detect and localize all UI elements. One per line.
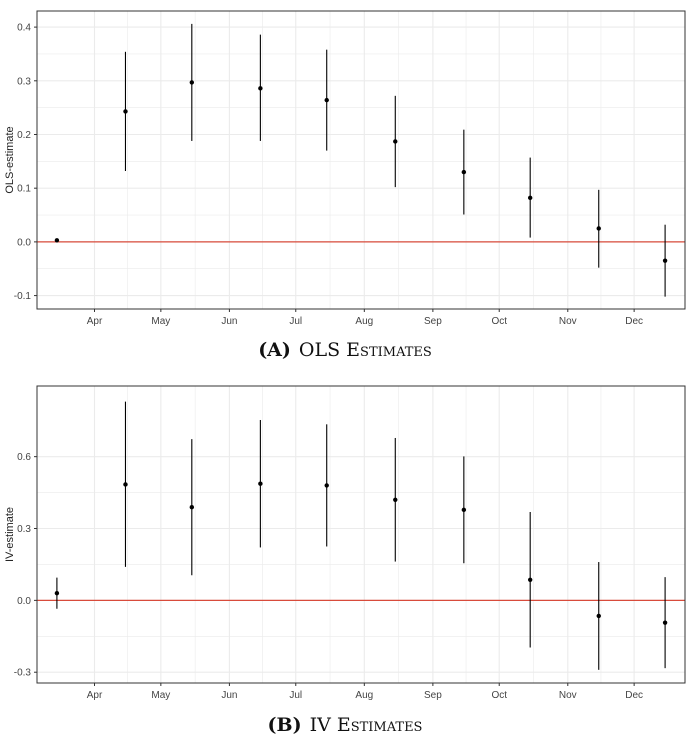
iv-y-tick-label: 0.3 (17, 524, 31, 535)
ols-point (324, 97, 329, 103)
ols-caption: (A) OLS Estimates (0, 339, 690, 361)
iv-y-tick-label: 0.0 (17, 596, 31, 607)
ols-point (461, 169, 467, 175)
iv-x-tick-label: Apr (87, 690, 103, 701)
iv-point (54, 590, 60, 596)
iv-x-tick-label: Dec (625, 690, 643, 701)
ols-x-tick-label: Oct (491, 316, 507, 327)
ols-y-tick-label: 0.2 (17, 130, 31, 141)
iv-point (258, 481, 263, 486)
ols-y-tick-label: 0.1 (17, 184, 31, 195)
ols-y-tick-label: 0.4 (17, 23, 31, 34)
iv-panel: -0.3 0.0 0.3 0.6 Apr May Jun Jul Aug Sep Oct Nov Dec… (0, 372, 690, 743)
iv-caption-text: IV Estimates (309, 714, 423, 736)
iv-chart: -0.3 0.0 0.3 0.6 Apr May Jun Jul Aug Sep Oct Nov Dec… (4, 385, 686, 701)
ols-point (123, 109, 128, 114)
ols-point (393, 139, 398, 144)
ols-point (662, 258, 668, 263)
iv-y-tick-label: -0.3 (14, 668, 32, 679)
iv-x-tick-label: Oct (491, 690, 507, 701)
iv-panel-border (36, 385, 686, 684)
iv-x-tick-label: Jun (221, 690, 237, 701)
ols-y-axis-title: OLS-estimate (4, 126, 16, 193)
iv-y-tick-label: 0.6 (17, 452, 31, 463)
ols-y-tick-label: 0.3 (17, 76, 31, 87)
ols-x-tick-label: Jul (289, 316, 302, 327)
ols-point (596, 226, 601, 231)
iv-x-tick-label: Jul (289, 690, 302, 701)
iv-x-tick-label: Aug (355, 690, 373, 701)
ols-point (54, 238, 60, 243)
iv-point (596, 613, 601, 619)
iv-point (527, 577, 533, 582)
ols-x-tick-label: Aug (355, 316, 373, 327)
ols-point (527, 195, 533, 201)
iv-point (189, 504, 195, 510)
iv-x-tick-label: Nov (559, 690, 577, 701)
ols-chart: -0.1 0.0 0.1 0.2 0.3 0.4 Apr May Jun Jul Aug Sep Oct… (4, 10, 686, 327)
ols-x-tick-label: Nov (559, 316, 577, 327)
iv-point (393, 497, 398, 502)
ols-x-tick-label: Dec (625, 316, 643, 327)
ols-y-tick-label: -0.1 (14, 291, 32, 302)
iv-grid (37, 386, 685, 683)
ols-y-tick-label: 0.0 (17, 237, 31, 248)
ols-point (189, 80, 195, 85)
ols-point (258, 86, 263, 91)
ols-x-tick-label: May (151, 316, 170, 327)
iv-caption-letter: (B) (267, 714, 302, 736)
ols-panel: -0.1 0.0 0.1 0.2 0.3 0.4 Apr May Jun Jul Aug Sep Oct… (0, 10, 690, 361)
iv-point (324, 483, 329, 488)
iv-point (123, 482, 128, 487)
iv-point (662, 620, 668, 625)
ols-caption-letter: (A) (258, 339, 291, 361)
ols-caption-text: OLS Estimates (298, 339, 432, 361)
iv-caption: (B) IV Estimates (0, 714, 690, 736)
ols-marks (54, 23, 668, 297)
ols-x-tick-label: Sep (424, 316, 442, 327)
ols-x-tick-label: Jun (221, 316, 237, 327)
iv-x-tick-label: Sep (424, 690, 442, 701)
ols-panel-border (36, 10, 686, 310)
iv-point (461, 507, 467, 513)
iv-marks (54, 401, 668, 670)
ols-x-tick-label: Apr (87, 316, 103, 327)
iv-x-tick-label: May (151, 690, 170, 701)
ols-grid (37, 11, 685, 309)
iv-y-axis-title: IV-estimate (4, 507, 16, 562)
